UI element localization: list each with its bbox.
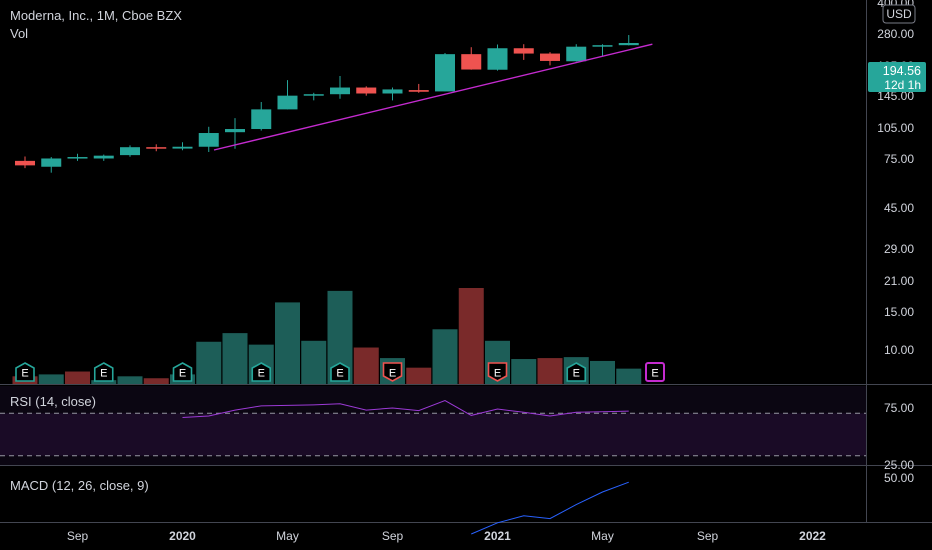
price-tick-label: 105.00	[877, 121, 914, 135]
candle	[566, 44, 587, 62]
candle	[618, 35, 639, 46]
volume-bar	[143, 378, 169, 384]
chart-title: Moderna, Inc., 1M, Cboe BZX	[10, 8, 182, 23]
macd-tick-label: 50.00	[884, 471, 914, 485]
svg-text:E: E	[100, 368, 107, 380]
rsi-band-fill	[0, 413, 866, 456]
candle	[93, 154, 114, 161]
macd-line	[471, 481, 629, 535]
earnings-up-icon: E	[15, 362, 35, 382]
earnings-up-icon: E	[251, 362, 272, 382]
volume-bar	[406, 367, 432, 384]
time-tick-label: May	[591, 529, 614, 543]
volume-bar	[537, 358, 563, 384]
volume-bar	[222, 333, 248, 384]
time-tick-label: Sep	[67, 529, 89, 543]
candle	[41, 157, 62, 173]
currency-badge[interactable]: USD	[882, 4, 916, 24]
last-price-value: 194.56	[883, 64, 921, 78]
rsi-tick-label: 25.00	[884, 458, 914, 472]
volume-bar	[432, 329, 458, 384]
candle	[277, 80, 298, 110]
volume-bar	[616, 368, 642, 384]
volume-bar	[65, 371, 90, 384]
time-tick-label: May	[276, 529, 299, 543]
time-tick-label: Sep	[382, 529, 404, 543]
svg-text:E: E	[573, 368, 580, 380]
svg-text:E: E	[21, 368, 28, 380]
candle	[592, 44, 613, 57]
volume-bar	[196, 341, 222, 384]
price-tick-label: 29.00	[884, 242, 914, 256]
candle	[120, 145, 140, 157]
candle	[356, 86, 377, 96]
svg-text:USD: USD	[886, 7, 912, 21]
price-tick-label: 10.00	[884, 343, 914, 357]
price-tick-label: 145.00	[877, 89, 914, 103]
rsi-line	[182, 400, 629, 419]
volume-bar	[590, 360, 615, 384]
candle	[67, 153, 88, 161]
earnings-up-icon: E	[93, 362, 114, 382]
candle	[303, 92, 324, 101]
macd-label: MACD (12, 26, close, 9)	[10, 478, 149, 493]
rsi-label: RSI (14, close)	[10, 394, 96, 409]
candle	[15, 156, 35, 169]
svg-text:E: E	[651, 368, 658, 380]
price-tick-label: 21.00	[884, 274, 914, 288]
rsi-tick-label: 75.00	[884, 401, 914, 415]
volume-bar	[353, 347, 379, 384]
svg-text:E: E	[179, 368, 186, 380]
volume-label: Vol	[10, 26, 29, 41]
candle	[540, 52, 560, 66]
candle	[513, 44, 534, 60]
volume-bar	[511, 359, 537, 384]
earnings-up-icon: E	[172, 362, 193, 382]
candle	[382, 87, 403, 101]
candle	[172, 142, 193, 151]
volume-bar	[117, 376, 143, 384]
trendline	[213, 43, 653, 151]
time-tick-label: Sep	[697, 529, 719, 543]
earnings-future-icon: E	[645, 362, 665, 382]
candle	[146, 144, 167, 152]
volume-bar	[275, 302, 300, 384]
bar-countdown: 12d 1h	[884, 78, 921, 92]
candle	[225, 118, 245, 149]
svg-text:E: E	[494, 368, 501, 380]
time-tick-label: 2021	[484, 529, 511, 543]
price-tick-label: 280.00	[877, 27, 914, 41]
candle	[408, 83, 429, 93]
earnings-up-icon: E	[330, 362, 350, 382]
candle	[461, 47, 482, 70]
earnings-down-icon: E	[487, 362, 508, 382]
svg-text:E: E	[336, 368, 343, 380]
earnings-up-icon: E	[566, 362, 587, 382]
price-tick-label: 15.00	[884, 305, 914, 319]
time-tick-label: 2022	[799, 529, 826, 543]
volume-bar	[458, 288, 484, 384]
svg-text:E: E	[258, 368, 265, 380]
volume-bar	[301, 340, 327, 384]
candle	[251, 102, 272, 131]
price-tick-label: 45.00	[884, 201, 914, 215]
time-tick-label: 2020	[169, 529, 196, 543]
price-tick-label: 75.00	[884, 152, 914, 166]
candle	[198, 126, 219, 152]
candle	[435, 52, 455, 92]
volume-bar	[91, 380, 117, 384]
candle	[330, 76, 350, 99]
volume-bar	[38, 374, 64, 384]
earnings-down-icon: E	[382, 362, 403, 382]
svg-text:E: E	[389, 368, 396, 380]
candle	[487, 44, 508, 71]
